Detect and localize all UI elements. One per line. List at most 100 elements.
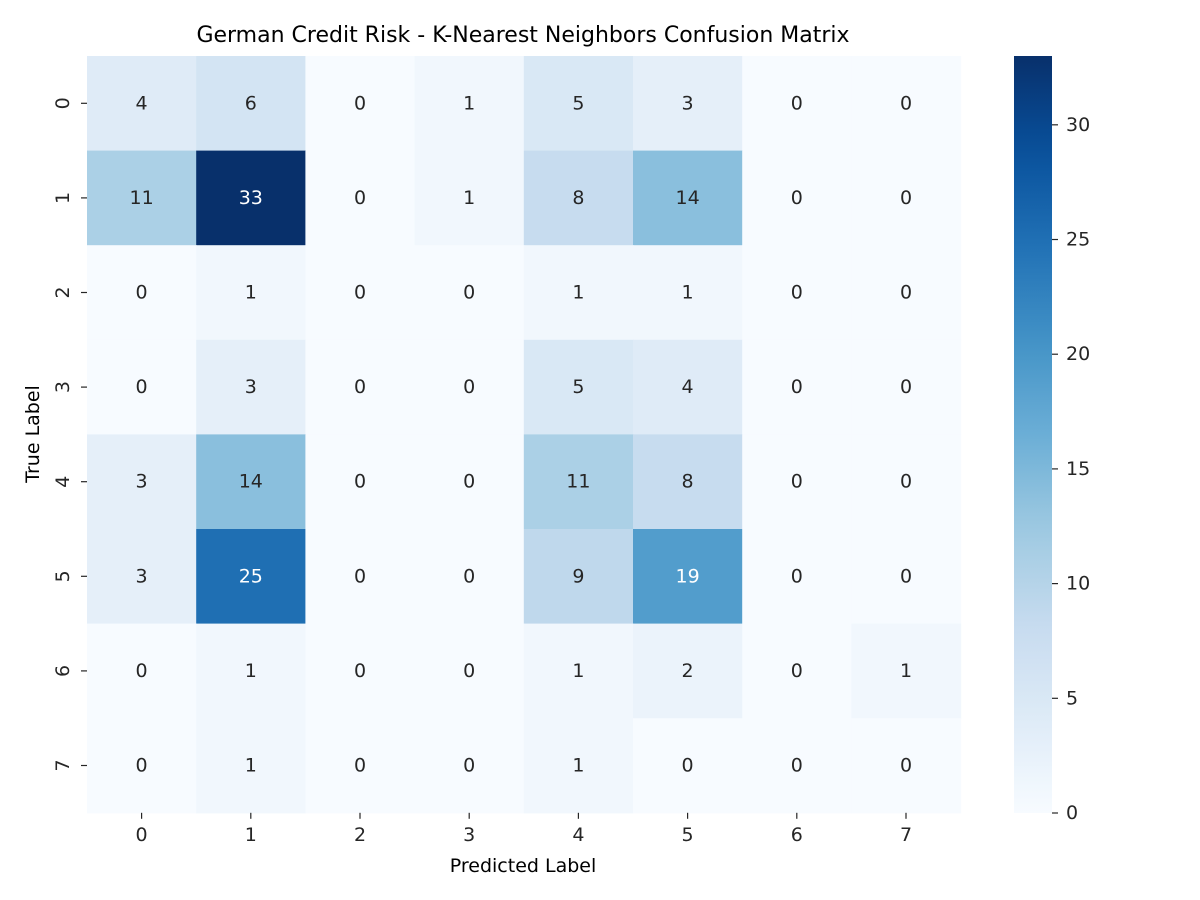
cell-value-r4-c2: 0: [354, 471, 366, 493]
heatmap-cell-r5-c1: [196, 529, 306, 625]
heatmap-cell-r0-c1: [196, 56, 306, 152]
colorbar-tick-label-5: 25: [1066, 229, 1090, 251]
cell-value-r0-c3: 1: [463, 92, 475, 114]
cell-value-r6-c7: 1: [900, 660, 912, 682]
y-tick-label-0: 0: [52, 97, 74, 109]
cell-value-r3-c4: 5: [572, 376, 584, 398]
heatmap-cell-r5-c7: [851, 529, 962, 625]
cell-value-r4-c7: 0: [900, 471, 912, 493]
chart-title: German Credit Risk - K-Nearest Neighbors…: [196, 23, 849, 48]
y-axis-ticks: 0 1 2 3 4 5 6 7: [52, 97, 87, 772]
heatmap-cell-r7-c4: [523, 718, 634, 814]
cell-value-r0-c7: 0: [900, 92, 912, 114]
cell-value-r5-c4: 9: [572, 565, 584, 587]
cell-value-r6-c4: 1: [572, 660, 584, 682]
x-tick-label-6: 6: [791, 824, 803, 846]
y-tick-label-1: 1: [52, 192, 74, 204]
cell-value-r6-c2: 0: [354, 660, 366, 682]
cell-value-r7-c5: 0: [682, 755, 694, 777]
heatmap-cell-r5-c3: [414, 529, 525, 625]
heatmap-cell-r0-c6: [742, 56, 852, 152]
cell-value-r2-c2: 0: [354, 282, 366, 304]
cell-value-r0-c6: 0: [791, 92, 803, 114]
heatmap-cell-r5-c4: [523, 529, 634, 625]
cell-value-r6-c0: 0: [136, 660, 148, 682]
heatmap-cell-r4-c4: [523, 434, 634, 530]
heatmap-cell-r2-c5: [633, 245, 743, 341]
colorbar-tick-label-4: 20: [1066, 343, 1090, 365]
heatmap-cell-r3-c7: [851, 339, 962, 435]
cell-value-r1-c1: 33: [239, 187, 263, 209]
heatmap-cell-r1-c1: [196, 150, 306, 246]
heatmap-cell-r7-c2: [305, 718, 416, 814]
heatmap-cell-r7-c6: [742, 718, 852, 814]
colorbar-tick-label-1: 5: [1066, 687, 1078, 709]
colorbar-gradient: [1014, 56, 1052, 813]
heatmap-cell-r1-c5: [633, 150, 743, 246]
cell-value-r2-c5: 1: [682, 282, 694, 304]
cell-value-r4-c0: 3: [136, 471, 148, 493]
heatmap-cell-r7-c3: [414, 718, 525, 814]
heatmap-cell-r2-c4: [523, 245, 634, 341]
cell-value-r4-c5: 8: [682, 471, 694, 493]
cell-value-r2-c4: 1: [572, 282, 584, 304]
cell-value-r3-c7: 0: [900, 376, 912, 398]
cell-value-r7-c1: 1: [245, 755, 257, 777]
cell-value-r3-c1: 3: [245, 376, 257, 398]
heatmap-cell-r4-c0: [87, 434, 197, 530]
heatmap-grid: [87, 56, 962, 814]
cell-value-labels: 4 6 0 1 5 3 0 011 33 0 1 8 14 0 00 1 0 0 1 1 0 00 3 0 0 5 4 0 03 14 0 0…: [130, 92, 913, 776]
heatmap-cell-r7-c0: [87, 718, 197, 814]
heatmap-cell-r3-c4: [523, 339, 634, 435]
x-axis-ticks: 0 1 2 3 4 5 6 7: [136, 812, 912, 846]
heatmap-cell-r4-c1: [196, 434, 306, 530]
heatmap-cell-r7-c7: [851, 718, 962, 814]
cell-value-r5-c2: 0: [354, 565, 366, 587]
heatmap-cell-r2-c6: [742, 245, 852, 341]
heatmap-cell-r1-c0: [87, 150, 197, 246]
cell-value-r2-c7: 0: [900, 282, 912, 304]
heatmap-cell-r5-c5: [633, 529, 743, 625]
x-tick-label-1: 1: [245, 824, 257, 846]
cell-value-r1-c2: 0: [354, 187, 366, 209]
heatmap-cell-r3-c6: [742, 339, 852, 435]
cell-value-r5-c0: 3: [136, 565, 148, 587]
y-tick-label-3: 3: [52, 381, 74, 393]
cell-value-r1-c5: 14: [676, 187, 700, 209]
heatmap-cell-r2-c0: [87, 245, 197, 341]
heatmap-cell-r2-c1: [196, 245, 306, 341]
cell-value-r2-c1: 1: [245, 282, 257, 304]
heatmap-cell-r6-c5: [633, 623, 743, 719]
heatmap-cell-r7-c5: [633, 718, 743, 814]
y-tick-label-5: 5: [52, 570, 74, 582]
cell-value-r1-c3: 1: [463, 187, 475, 209]
cell-value-r5-c1: 25: [239, 565, 263, 587]
heatmap-cell-r5-c0: [87, 529, 197, 625]
cell-value-r0-c5: 3: [682, 92, 694, 114]
heatmap-cell-r0-c3: [414, 56, 525, 152]
heatmap-cell-r6-c6: [742, 623, 852, 719]
heatmap-cell-r6-c3: [414, 623, 525, 719]
heatmap-cell-r2-c2: [305, 245, 416, 341]
x-axis-label: Predicted Label: [450, 855, 597, 877]
colorbar-tick-label-3: 15: [1066, 458, 1090, 480]
cell-value-r7-c3: 0: [463, 755, 475, 777]
heatmap-cell-r0-c4: [523, 56, 634, 152]
cell-value-r0-c0: 4: [136, 92, 148, 114]
heatmap-cell-r6-c2: [305, 623, 416, 719]
colorbar-tick-label-6: 30: [1066, 114, 1090, 136]
cell-value-r7-c6: 0: [791, 755, 803, 777]
cell-value-r4-c6: 0: [791, 471, 803, 493]
heatmap-cell-r4-c3: [414, 434, 525, 530]
cell-value-r3-c2: 0: [354, 376, 366, 398]
heatmap-cell-r0-c5: [633, 56, 743, 152]
heatmap-cell-r2-c3: [414, 245, 525, 341]
y-axis-label: True Label: [22, 385, 44, 484]
cell-value-r0-c4: 5: [572, 92, 584, 114]
x-tick-label-5: 5: [682, 824, 694, 846]
cell-value-r5-c7: 0: [900, 565, 912, 587]
cell-value-r6-c6: 0: [791, 660, 803, 682]
heatmap-cell-r3-c0: [87, 339, 197, 435]
heatmap-cell-r6-c7: [851, 623, 962, 719]
